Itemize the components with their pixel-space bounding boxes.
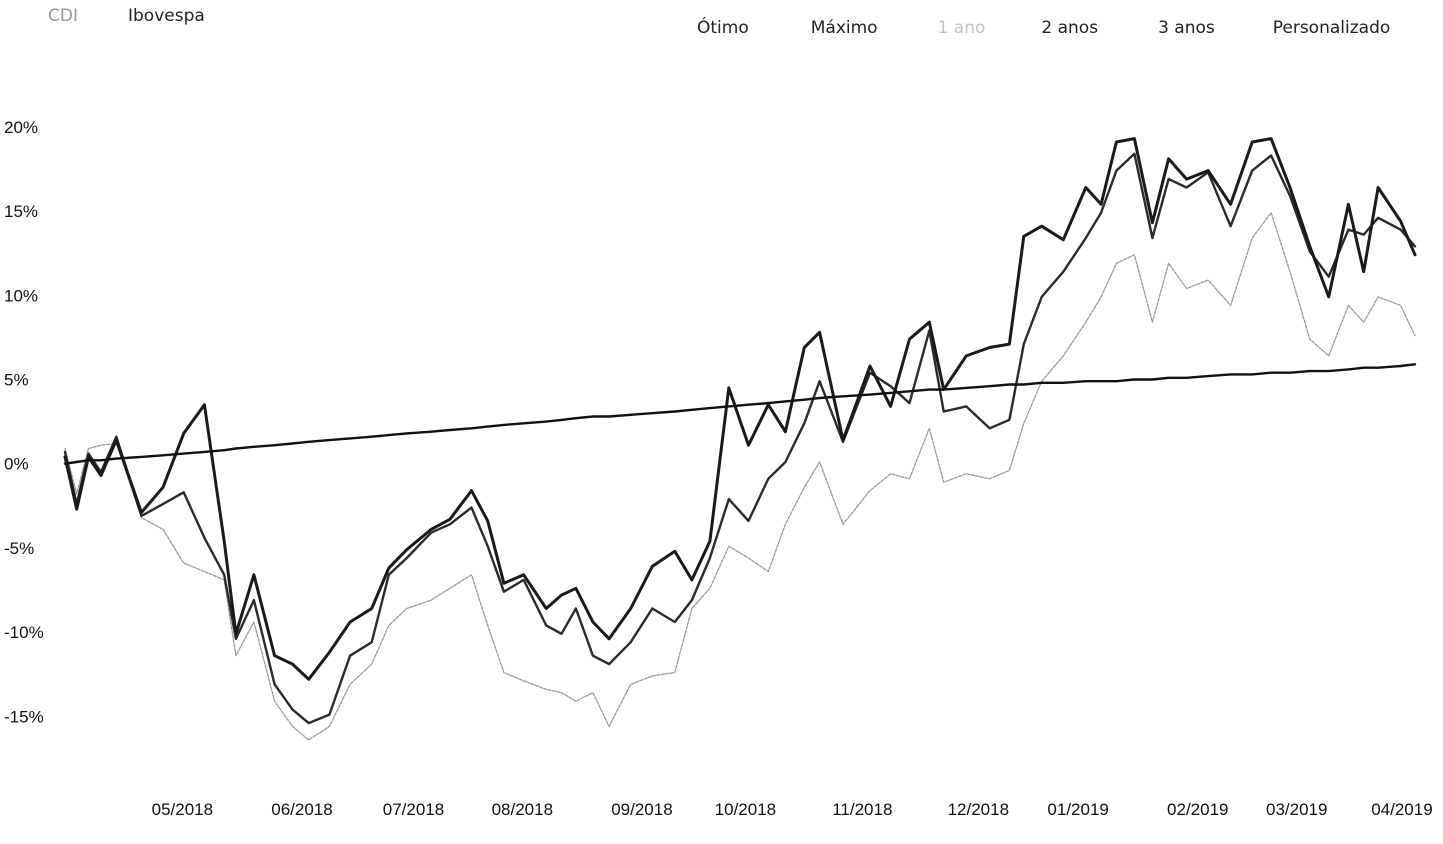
series-line-1 bbox=[63, 152, 1417, 725]
series-line-0 bbox=[63, 137, 1417, 681]
x-tick-label: 05/2018 bbox=[152, 800, 213, 819]
period-1-ano[interactable]: 1 ano bbox=[937, 18, 986, 38]
x-tick-label: 04/2019 bbox=[1371, 800, 1432, 819]
x-tick-label: 08/2018 bbox=[492, 800, 553, 819]
x-tick-label: 06/2018 bbox=[271, 800, 332, 819]
period-maximo[interactable]: Máximo bbox=[810, 18, 878, 38]
y-tick-label: -15% bbox=[4, 707, 44, 726]
legend: CDI Ibovespa bbox=[48, 6, 205, 26]
series-line-3 bbox=[63, 363, 1417, 465]
x-tick-label: 03/2019 bbox=[1266, 800, 1327, 819]
x-tick-label: 10/2018 bbox=[715, 800, 776, 819]
x-tick-label: 09/2018 bbox=[611, 800, 672, 819]
series-line-2 bbox=[64, 212, 1416, 741]
y-tick-label: 15% bbox=[4, 202, 38, 221]
y-tick-label: 0% bbox=[4, 455, 29, 474]
period-2-anos[interactable]: 2 anos bbox=[1041, 18, 1099, 38]
x-tick-label: 11/2018 bbox=[832, 800, 892, 819]
period-selector: Ótimo Máximo 1 ano 2 anos 3 anos Persona… bbox=[697, 18, 1390, 38]
period-personalizado[interactable]: Personalizado bbox=[1272, 18, 1391, 38]
y-tick-label: -5% bbox=[4, 539, 34, 558]
y-tick-label: -10% bbox=[4, 623, 44, 642]
period-3-anos[interactable]: 3 anos bbox=[1158, 18, 1215, 38]
y-tick-label: 20% bbox=[4, 118, 38, 137]
period-otimo[interactable]: Ótimo bbox=[697, 18, 749, 38]
x-tick-label: 01/2019 bbox=[1047, 800, 1108, 819]
y-tick-label: 10% bbox=[4, 286, 38, 305]
legend-item-cdi[interactable]: CDI bbox=[48, 6, 78, 26]
x-tick-label: 02/2019 bbox=[1167, 800, 1228, 819]
legend-item-ibovespa[interactable]: Ibovespa bbox=[127, 6, 205, 26]
y-tick-label: 5% bbox=[4, 370, 29, 389]
x-tick-label: 12/2018 bbox=[948, 800, 1009, 819]
x-tick-label: 07/2018 bbox=[383, 800, 444, 819]
